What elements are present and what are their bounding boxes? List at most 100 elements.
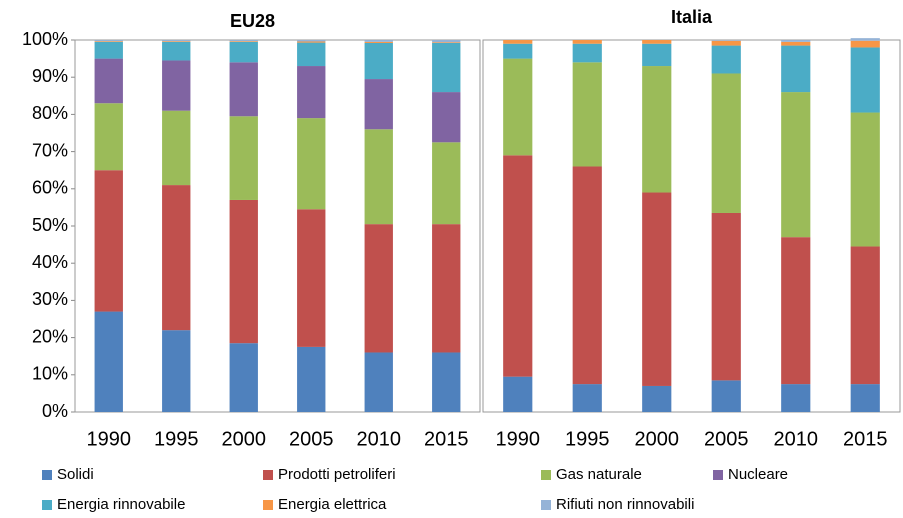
bar-segment [162,60,191,111]
y-tick-label: 40% [32,252,68,272]
bar-segment [229,116,258,200]
legend-label: Rifiuti non rinnovabili [556,496,694,513]
bar-segment [364,41,393,43]
bar-segment [162,40,191,42]
x-tick-label: 2015 [843,428,888,450]
bar-segment [781,384,811,412]
bar-segment [711,212,741,381]
legend-swatch [541,500,551,510]
bar-segment [781,41,811,46]
x-tick-label: 2000 [635,428,680,450]
plot-area [74,39,481,413]
legend-label: Gas naturale [556,466,642,483]
legend-label: Prodotti petroliferi [278,466,396,483]
bar-segment [503,40,533,44]
y-tick-label: 100% [22,29,68,49]
x-tick-label: 2005 [704,428,749,450]
x-tick-label: 2015 [424,428,469,450]
legend-label: Energia rinnovabile [57,496,185,513]
legend-label: Solidi [57,466,94,483]
bar-segment [572,40,602,44]
bar-segment [572,62,602,167]
bar-segment [711,40,741,41]
bar-segment [364,352,393,412]
x-tick-label: 2000 [222,428,267,450]
bar-segment [162,330,191,412]
panel-title: EU28 [230,11,275,31]
legend-label: Energia elettrica [278,496,387,513]
bar-segment [364,42,393,80]
bar-segment [850,246,880,385]
bar-segment [572,166,602,385]
bar-segment [297,40,326,42]
bar-segment [162,41,191,61]
bar-segment [364,129,393,225]
bar-segment [432,352,461,412]
x-tick-label: 1990 [496,428,541,450]
x-tick-label: 2005 [289,428,334,450]
bar-segment [711,380,741,412]
y-tick-label: 30% [32,289,68,309]
bar-segment [781,92,811,238]
x-tick-label: 2010 [357,428,402,450]
bar-segment [297,66,326,119]
bar-segment [711,73,741,213]
y-tick-label: 70% [32,140,68,160]
bar-segment [432,142,461,225]
bar-segment [572,384,602,412]
bar-segment [229,41,258,42]
bar-segment [572,43,602,63]
x-tick-label: 2010 [774,428,819,450]
bar-segment [432,42,461,43]
x-tick-label: 1990 [87,428,132,450]
x-tick-label: 1995 [565,428,610,450]
bar-segment [850,38,880,41]
bar-segment [432,42,461,93]
panel-title: Italia [671,7,713,27]
bar-segment [94,170,123,312]
bar-segment [94,58,123,104]
bar-segment [229,62,258,117]
bar-segment [297,41,326,43]
bar-segment [297,42,326,67]
bar-segment [162,110,191,186]
legend-swatch [713,470,723,480]
bar-segment [94,41,123,59]
legend-swatch [42,470,52,480]
bar-segment [94,311,123,412]
bar-segment [297,209,326,347]
bar-segment [503,376,533,412]
y-tick-label: 0% [42,401,68,421]
bar-segment [94,41,123,42]
y-tick-label: 20% [32,326,68,346]
bar-segment [297,118,326,210]
bar-segment [94,103,123,171]
legend-label: Nucleare [728,466,788,483]
legend-swatch [263,470,273,480]
y-tick-label: 10% [32,364,68,384]
bar-segment [229,343,258,412]
bar-segment [229,41,258,63]
bar-segment [642,385,672,412]
bar-segment [432,92,461,143]
legend-swatch [42,500,52,510]
bar-segment [503,43,533,59]
bar-segment [364,224,393,353]
y-tick-label: 50% [32,215,68,235]
bar-segment [642,66,672,193]
bar-segment [850,384,880,412]
legend-swatch [263,500,273,510]
bar-segment [642,43,672,67]
bar-segment [432,224,461,353]
bar-segment [364,40,393,42]
bar-segment [297,346,326,412]
bar-segment [229,40,258,42]
bar-segment [711,45,741,74]
y-tick-label: 80% [32,103,68,123]
bar-segment [850,112,880,247]
bar-segment [229,199,258,344]
bar-segment [850,47,880,113]
bar-segment [503,155,533,377]
bar-segment [781,45,811,93]
